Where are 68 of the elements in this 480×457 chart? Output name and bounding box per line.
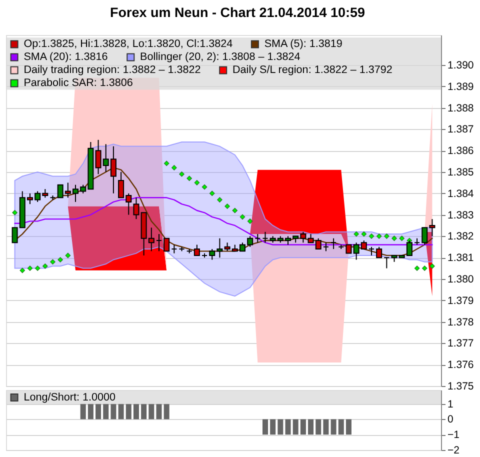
candlestick <box>171 244 178 254</box>
point <box>361 231 367 237</box>
point <box>172 165 177 170</box>
y-tick-label: 1.376 <box>448 359 474 372</box>
y-tick-label: 1.382 <box>448 230 474 243</box>
chart-title: Forex um Neun - Chart 21.04.2014 10:59 <box>110 5 366 20</box>
point <box>194 180 200 186</box>
y-tick-label: 1 <box>448 398 454 410</box>
y-tick-label: 1.390 <box>448 59 474 72</box>
point <box>240 214 246 220</box>
legend-label: Daily trading region: 1.3882 – 1.3822 <box>24 64 201 76</box>
point <box>164 160 170 166</box>
legend-label: SMA (5): 1.3819 <box>264 38 342 50</box>
point <box>50 259 56 265</box>
point <box>12 210 18 216</box>
point <box>27 266 33 271</box>
candlestick <box>164 238 170 252</box>
candlestick <box>330 238 337 250</box>
point <box>217 197 222 202</box>
y-tick-label: −2 <box>448 444 460 456</box>
y-tick-label: 1.380 <box>448 273 474 286</box>
point <box>179 171 184 177</box>
point <box>232 208 238 214</box>
y-tick-label: 1.387 <box>448 124 474 136</box>
candlestick <box>384 257 390 269</box>
candlestick <box>262 231 268 244</box>
y-tick-label: 1.385 <box>448 166 474 178</box>
point <box>376 234 382 239</box>
legend-label: Parabolic SAR: 1.3806 <box>24 77 133 90</box>
y-tick-label: 1.389 <box>448 80 474 93</box>
y-tick-label: 1.383 <box>448 209 474 222</box>
point <box>209 190 215 196</box>
y-tick-label: 1.381 <box>448 252 474 264</box>
legend-label: Op:1.3825, Hi:1.3828, Lo:1.3820, Cl:1.3824 <box>24 38 233 50</box>
y-tick-label: 0 <box>448 414 454 426</box>
point <box>186 176 192 182</box>
point <box>58 257 63 262</box>
point <box>414 266 420 271</box>
point <box>354 231 359 237</box>
legend-label: Daily S/L region: 1.3822 – 1.3792 <box>232 64 392 76</box>
y-tick-label: 1.375 <box>448 380 474 392</box>
point <box>20 268 26 274</box>
candlestick <box>156 234 162 252</box>
point <box>65 252 71 258</box>
legend-label: Bollinger (20, 2): 1.3808 – 1.3824 <box>140 51 300 64</box>
point <box>422 266 428 271</box>
point <box>42 264 48 269</box>
y-tick-label: 1.388 <box>448 102 474 114</box>
y-tick-label: 1.379 <box>448 294 474 307</box>
candlestick <box>376 246 382 258</box>
candlestick <box>133 197 140 220</box>
point <box>247 218 253 224</box>
point <box>368 234 374 239</box>
y-tick-label: −1 <box>448 429 460 442</box>
legend-label: SMA (20): 1.3816 <box>24 51 108 64</box>
point <box>430 264 435 269</box>
y-tick-label: 1.384 <box>448 188 474 200</box>
y-tick-label: 1.377 <box>448 338 474 350</box>
point <box>224 204 230 209</box>
legend-label: Long/Short: 1.0000 <box>24 392 116 404</box>
y-tick-label: 1.378 <box>448 316 474 328</box>
point <box>34 266 40 271</box>
point <box>384 234 390 239</box>
point <box>399 236 404 241</box>
point <box>392 236 397 241</box>
candlestick <box>194 244 200 256</box>
y-tick-label: 1.386 <box>448 145 474 158</box>
point <box>202 184 208 190</box>
